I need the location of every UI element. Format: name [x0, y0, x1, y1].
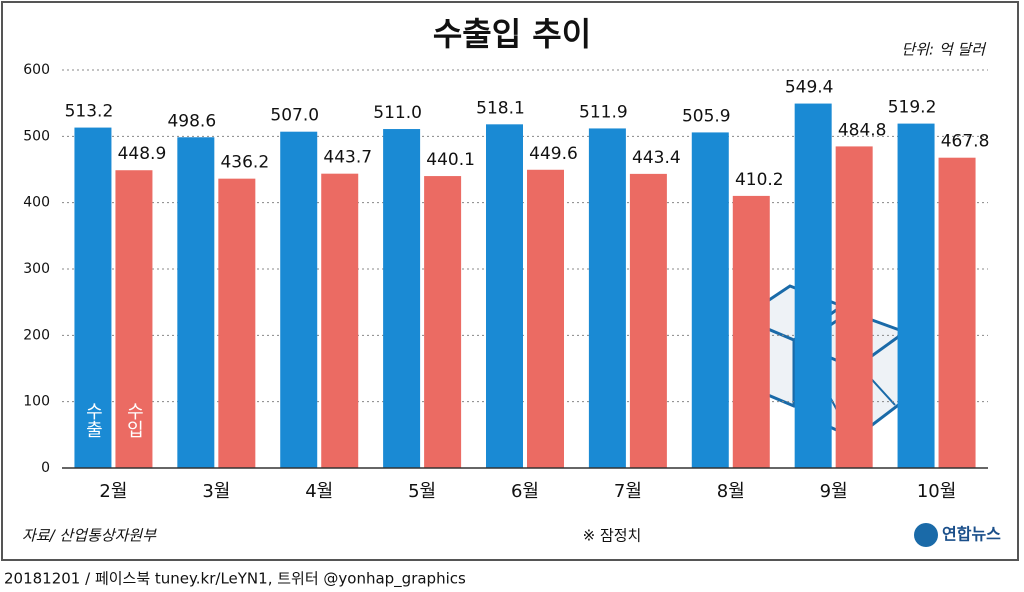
x-tick-label: 2월: [99, 481, 127, 502]
data-label: 467.8: [941, 132, 990, 152]
data-label: 484.8: [838, 120, 887, 140]
bar: [280, 131, 318, 468]
data-label: 436.2: [220, 153, 269, 173]
bar: [383, 129, 421, 468]
data-label: 449.6: [529, 144, 578, 164]
x-tick-label: 4월: [305, 481, 333, 502]
bar: [218, 178, 256, 469]
data-label: 511.9: [579, 102, 628, 122]
source: 자료/ 산업통상자원부: [22, 527, 157, 545]
x-tick-label: 3월: [202, 481, 230, 502]
data-label: 443.4: [632, 148, 681, 168]
data-label: 513.2: [65, 102, 114, 122]
bar: [691, 132, 729, 468]
y-tick-label: 0: [41, 460, 50, 476]
bar: [629, 173, 667, 469]
logo-mark: [914, 523, 938, 547]
logo: 연합뉴스: [942, 525, 1001, 544]
y-tick-label: 600: [23, 62, 50, 78]
bar: [527, 169, 564, 469]
x-tick-label: 5월: [408, 481, 436, 502]
legend-label: 수입: [123, 402, 144, 438]
data-label: 410.2: [735, 170, 784, 190]
data-label: 505.9: [682, 106, 731, 126]
bar: [732, 195, 770, 468]
bar: [897, 123, 935, 468]
bar: [486, 124, 523, 469]
y-tick-label: 500: [23, 128, 50, 144]
note: ※ 잠정치: [583, 527, 642, 545]
bar: [424, 176, 462, 468]
x-tick-label: 10월: [917, 481, 956, 502]
x-tick-label: 7월: [614, 481, 642, 502]
bar: [115, 170, 153, 468]
bar: [835, 146, 873, 468]
bar: [794, 103, 832, 468]
bar: [177, 137, 215, 468]
bar: [588, 128, 626, 468]
bar: [74, 127, 112, 468]
legend-label: 수출: [82, 402, 103, 438]
chart-title: 수출입 추이: [433, 15, 591, 53]
bar: [321, 173, 359, 468]
data-label: 519.2: [888, 98, 937, 118]
data-label: 448.9: [118, 144, 167, 164]
data-label: 518.1: [476, 98, 525, 118]
y-tick-label: 400: [23, 195, 50, 211]
x-tick-label: 8월: [717, 481, 745, 502]
bar: [938, 157, 976, 468]
credit: 20181201 / 페이스북 tuney.kr/LeYN1, 트위터 @yon…: [4, 570, 466, 589]
x-tick-label: 6월: [511, 481, 539, 502]
y-tick-label: 100: [23, 394, 50, 410]
data-label: 498.6: [167, 111, 216, 131]
data-label: 511.0: [373, 103, 422, 123]
data-label: 507.0: [270, 106, 319, 126]
frame: [1, 1, 1019, 561]
y-tick-label: 200: [23, 327, 50, 343]
unit-label: 단위: 억 달러: [901, 41, 986, 59]
x-tick-label: 9월: [820, 481, 848, 502]
data-label: 443.7: [323, 148, 372, 168]
data-label: 549.4: [785, 78, 834, 98]
data-label: 440.1: [426, 150, 475, 170]
y-tick-label: 300: [23, 261, 50, 277]
